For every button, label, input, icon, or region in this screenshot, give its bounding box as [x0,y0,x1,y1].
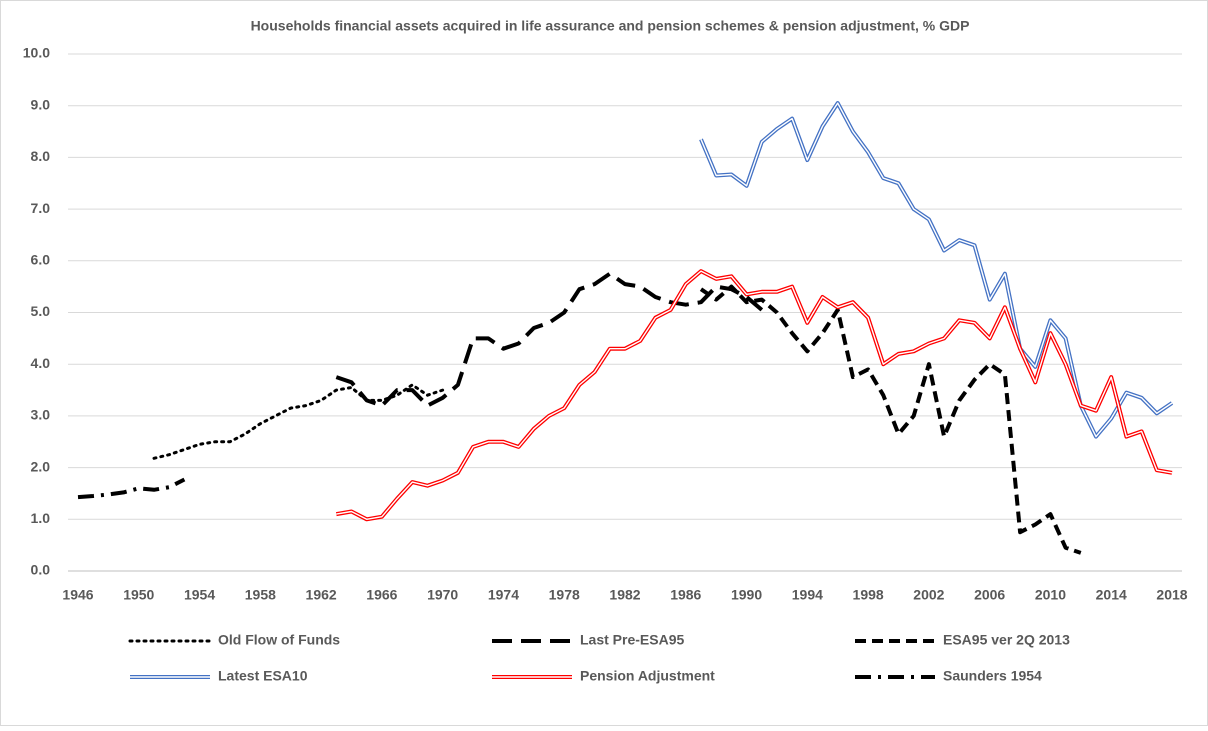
line [152,383,445,460]
x-tick-label: 1946 [62,587,93,603]
y-tick-label: 0.0 [31,562,51,578]
y-tick-label: 10.0 [23,45,50,61]
x-tick-label: 2010 [1035,587,1066,603]
line-inner [700,102,1173,438]
y-tick-label: 7.0 [31,200,51,216]
y-tick-label: 4.0 [31,355,51,371]
line [699,284,1082,555]
chart-title: Households financial assets acquired in … [251,18,970,34]
y-tick-label: 9.0 [31,96,51,112]
y-tick-label: 8.0 [31,148,51,164]
x-tick-label: 1998 [853,587,884,603]
y-tick-label: 6.0 [31,252,51,268]
line [335,271,764,408]
legend-label: Last Pre-ESA95 [580,632,684,648]
line-inner [336,270,1173,520]
legend-label: Pension Adjustment [580,668,715,684]
x-tick-label: 1978 [549,587,580,603]
x-tick-label: 1950 [123,587,154,603]
x-tick-label: 2006 [974,587,1005,603]
y-tick-label: 2.0 [31,458,51,474]
x-tick-label: 1962 [306,587,337,603]
x-tick-label: 1974 [488,587,519,603]
legend-label: Latest ESA10 [218,668,308,684]
x-tick-label: 1958 [245,587,276,603]
x-tick-label: 2018 [1156,587,1187,603]
legend-label: Saunders 1954 [943,668,1042,684]
x-tick-label: 1990 [731,587,762,603]
x-tick-label: 1966 [366,587,397,603]
legend-label: Old Flow of Funds [218,632,340,648]
x-tick-label: 1994 [792,587,823,603]
x-tick-label: 1954 [184,587,215,603]
legend-label: ESA95 ver 2Q 2013 [943,632,1070,648]
x-tick-label: 1970 [427,587,458,603]
y-tick-label: 5.0 [31,303,51,319]
x-tick-label: 1986 [670,587,701,603]
x-tick-label: 2014 [1096,587,1127,603]
y-tick-label: 3.0 [31,407,51,423]
y-tick-label: 1.0 [31,510,51,526]
x-tick-label: 2002 [913,587,944,603]
x-tick-label: 1982 [609,587,640,603]
line [77,477,186,500]
